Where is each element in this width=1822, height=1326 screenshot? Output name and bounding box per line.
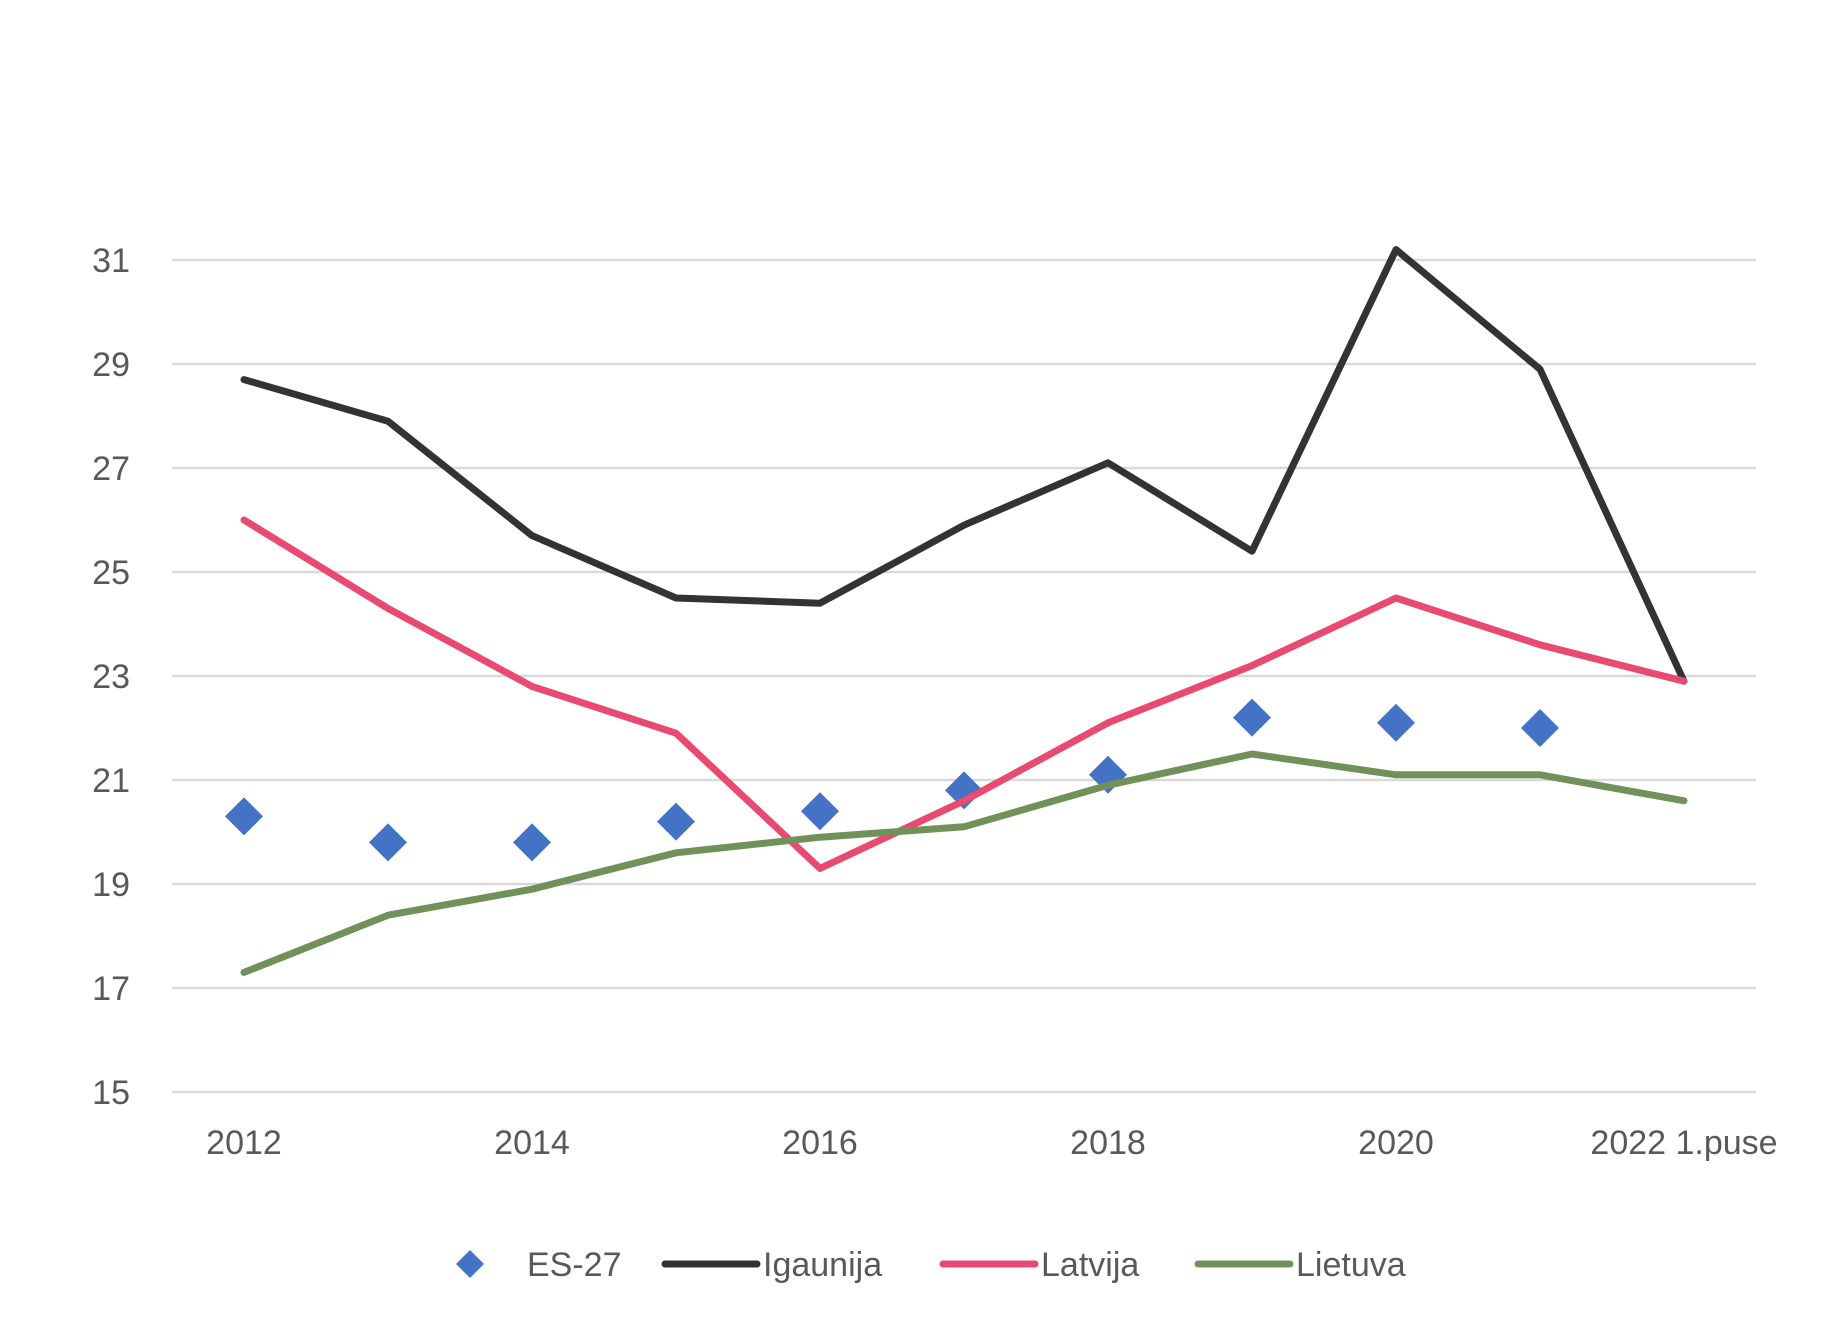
data-point xyxy=(945,771,983,810)
x-tick-label: 2014 xyxy=(494,1124,570,1162)
legend-marker xyxy=(456,1250,484,1278)
legend-label: Latvija xyxy=(1041,1246,1139,1284)
y-axis-ticks: 15 17 19 21 23 25 27 29 31 xyxy=(92,242,130,1112)
series-line-latvija xyxy=(240,516,1688,872)
y-tick-label: 27 xyxy=(92,450,130,488)
data-point xyxy=(1377,703,1415,742)
y-tick-label: 15 xyxy=(92,1074,130,1112)
data-point xyxy=(225,797,263,836)
data-point xyxy=(513,823,551,862)
data-point xyxy=(657,802,695,841)
plot-area xyxy=(225,246,1688,976)
legend-label: Lietuva xyxy=(1296,1246,1406,1284)
x-tick-label: 2016 xyxy=(782,1124,858,1162)
y-tick-label: 29 xyxy=(92,346,130,384)
data-point xyxy=(369,823,407,862)
x-tick-label: 2020 xyxy=(1358,1124,1434,1162)
series-lietuva xyxy=(240,750,1688,976)
y-tick-label: 19 xyxy=(92,866,130,904)
legend-label: ES-27 xyxy=(527,1246,622,1284)
data-point xyxy=(1521,709,1559,747)
series-line-igaunija xyxy=(240,246,1688,685)
x-tick-label: 2018 xyxy=(1070,1124,1146,1162)
x-axis: 2012 2014 2016 2018 2020 2022 1.puse xyxy=(172,1090,1778,1162)
y-tick-label: 23 xyxy=(92,658,130,696)
data-point xyxy=(1233,698,1271,737)
legend: ES-27 Igaunija Latvija Lietuva xyxy=(456,1246,1406,1284)
series-igaunija xyxy=(240,246,1688,685)
y-tick-label: 17 xyxy=(92,970,130,1008)
legend-item-es-27: ES-27 xyxy=(456,1246,622,1284)
series-es-27 xyxy=(225,698,1559,862)
series-latvija xyxy=(240,516,1688,872)
x-tick-label: 2012 xyxy=(206,1124,282,1162)
legend-item-igaunija: Igaunija xyxy=(661,1246,882,1284)
series-line-lietuva xyxy=(240,750,1688,976)
y-tick-label: 25 xyxy=(92,554,130,592)
data-point xyxy=(801,792,839,831)
y-tick-label: 21 xyxy=(92,762,130,800)
y-tick-label: 31 xyxy=(92,242,130,280)
legend-item-latvija: Latvija xyxy=(939,1246,1139,1284)
legend-item-lietuva: Lietuva xyxy=(1194,1246,1406,1284)
x-tick-label: 2022 1.puse xyxy=(1590,1124,1777,1162)
legend-label: Igaunija xyxy=(763,1246,882,1284)
